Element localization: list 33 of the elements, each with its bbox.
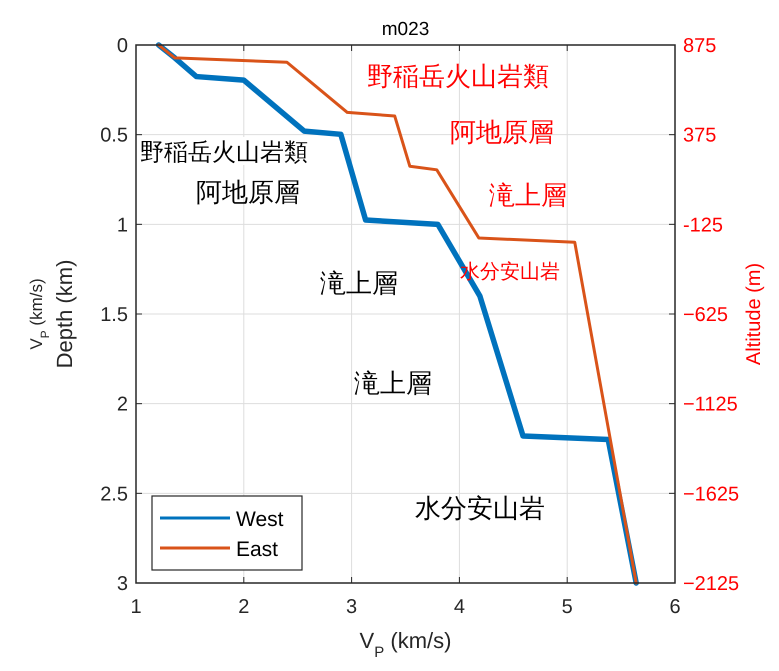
annotation: 水分安山岩	[415, 493, 545, 523]
chart-title: m023	[382, 19, 430, 40]
y-tick-label: 3	[116, 573, 128, 595]
legend-label: East	[236, 538, 278, 561]
legend-label: West	[236, 508, 284, 531]
y2-tick-label: −1125	[683, 394, 738, 416]
annotation: 滝上層	[489, 180, 567, 210]
annotation: 野稲岳火山岩類	[367, 61, 549, 91]
y2-tick-label: −2125	[683, 573, 740, 595]
y2-tick-label: 875	[683, 35, 716, 57]
x-tick-label: 5	[562, 596, 573, 618]
y-tick-label: 1.5	[100, 304, 128, 326]
x-tick-label: 4	[454, 596, 465, 618]
annotation: 滝上層	[320, 268, 398, 298]
x-tick-label: 6	[669, 596, 681, 618]
annotation: 阿地原層	[196, 177, 300, 207]
y2-axis-title: Altitude (m)	[743, 262, 765, 366]
annotation: 野稲岳火山岩類	[140, 139, 308, 166]
x-axis-title: V$_{P}$ (km/s)	[360, 628, 452, 660]
x-tick-label: 2	[238, 596, 250, 618]
y2-tick-label: −1625	[683, 483, 740, 506]
x-tick-label: 3	[346, 596, 358, 618]
y2-tick-label: 375	[683, 124, 716, 147]
y-tick-label: 0.5	[100, 124, 128, 147]
y-tick-label: 1	[116, 214, 128, 236]
y2-tick-label: −625	[683, 304, 728, 326]
y-tick-label: 2.5	[100, 483, 128, 506]
annotation: 滝上層	[354, 368, 432, 398]
y-tick-label: 0	[116, 35, 128, 57]
y-tick-label: 2	[116, 394, 128, 416]
annotation: 阿地原層	[450, 117, 554, 147]
y2-tick-label: -125	[683, 214, 724, 236]
x-tick-label: 1	[130, 596, 142, 618]
